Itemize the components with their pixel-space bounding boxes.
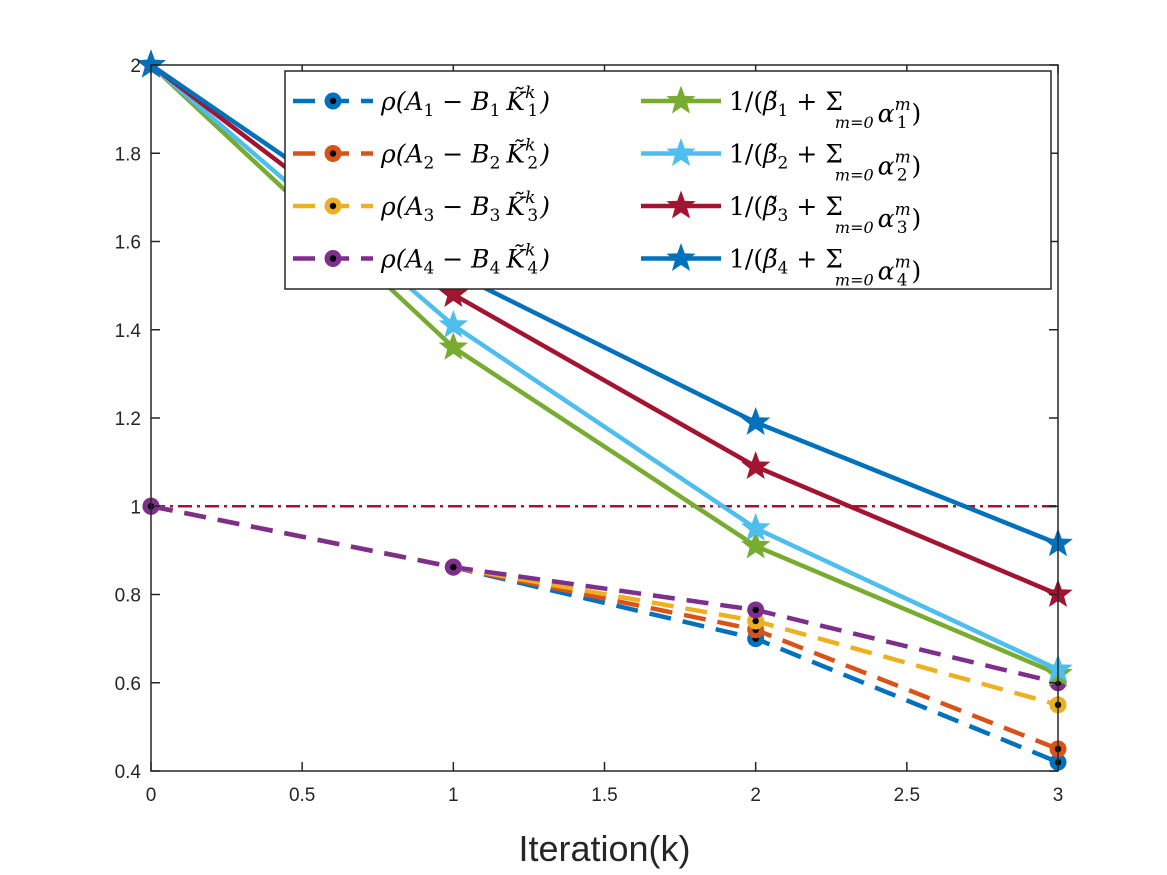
legend-label: ρ(A2 − B2 K̃k 2) bbox=[380, 136, 550, 174]
y-tick-label: 0.4 bbox=[115, 762, 142, 783]
y-tick-label: 1.6 bbox=[115, 233, 141, 254]
x-tick-label: 0 bbox=[146, 785, 157, 806]
series-8-point-3 bbox=[740, 406, 771, 435]
legend[interactable]: ρ(A1 − B1 K̃k 1) ρ(A2 − B2 K̃k 2) ρ(A3 − B3 K̃k… bbox=[284, 70, 1052, 291]
legend-label: ρ(A3 − B3 K̃k 3) bbox=[380, 188, 550, 226]
series-7-point-2 bbox=[438, 278, 469, 307]
y-tick-label: 1.4 bbox=[115, 321, 142, 342]
series-4-point-2-dot bbox=[450, 563, 457, 571]
x-tick-label: 1.5 bbox=[591, 785, 617, 806]
legend-marker bbox=[666, 138, 696, 167]
y-tick-label: 0.8 bbox=[115, 586, 141, 607]
x-axis-label: Iteration(k) bbox=[518, 828, 690, 869]
series-line-4 bbox=[150, 504, 1059, 685]
y-tick-label: 1 bbox=[130, 497, 141, 518]
legend-marker-dot bbox=[329, 97, 337, 105]
x-tick-label: 1 bbox=[448, 785, 459, 806]
series-6-point-3 bbox=[740, 512, 771, 541]
x-tick-label: 3 bbox=[1053, 785, 1064, 806]
series-5-point-2 bbox=[438, 331, 469, 360]
legend-label: ρ(A4 − B4 K̃k 4) bbox=[380, 241, 550, 279]
legend-marker bbox=[666, 190, 696, 219]
legend-marker bbox=[666, 85, 696, 114]
legend-marker-dot bbox=[329, 150, 337, 157]
series-6-point-2 bbox=[438, 309, 469, 338]
series-3-point-3-dot bbox=[752, 617, 759, 625]
legend-marker-dot bbox=[329, 202, 337, 210]
series-5-point-3 bbox=[740, 530, 771, 559]
series-4-point-3-dot bbox=[752, 606, 759, 614]
y-tick-label: 1.2 bbox=[115, 409, 141, 430]
ticks: 0 0.5 1 1.5 2 2.5 3 0.4 0.6 0.8 1 1.2 1.4 1.6 1.8 2 bbox=[115, 56, 1064, 806]
legend-item-2[interactable]: ρ(A2 − B2 K̃k 2) bbox=[293, 136, 550, 174]
legend-label: ρ(A1 − B1 K̃k 1) bbox=[380, 83, 550, 121]
y-tick-label: 0.6 bbox=[115, 674, 141, 695]
x-tick-label: 2.5 bbox=[894, 785, 920, 806]
legend-marker-dot bbox=[329, 255, 337, 262]
series-7-point-3 bbox=[740, 451, 771, 480]
legend-marker bbox=[666, 243, 696, 272]
y-tick-label: 1.8 bbox=[115, 144, 141, 165]
x-tick-label: 2 bbox=[750, 785, 761, 806]
x-tick-label: 0.5 bbox=[289, 785, 315, 806]
y-tick-label: 2 bbox=[130, 56, 141, 77]
legend-item-4[interactable]: ρ(A4 − B4 K̃k 4) bbox=[293, 241, 550, 279]
legend-item-1[interactable]: ρ(A1 − B1 K̃k 1) bbox=[293, 83, 550, 121]
legend-item-3[interactable]: ρ(A3 − B3 K̃k 3) bbox=[293, 188, 550, 226]
legend-box bbox=[284, 70, 1052, 290]
